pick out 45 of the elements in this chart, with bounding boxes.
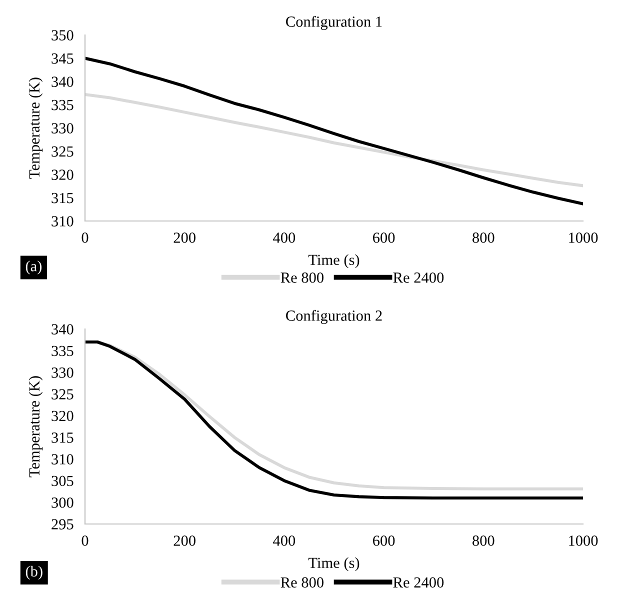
chart-title: Configuration 2: [286, 310, 382, 324]
y-tick-label: 305: [52, 476, 74, 486]
legend-label: Re 2400: [393, 577, 444, 588]
line-series: [85, 92, 583, 188]
y-tick-label: 310: [52, 454, 74, 464]
x-tick-label: 400: [273, 536, 296, 546]
y-tick-label: 340: [52, 324, 74, 334]
y-tick-label: 310: [52, 216, 74, 226]
x-tick-label: 0: [82, 536, 88, 546]
y-tick-label: 325: [52, 146, 74, 157]
y-tick-label: 335: [52, 100, 74, 110]
x-tick-label: 800: [472, 536, 494, 546]
text: (b): [26, 566, 42, 580]
legend-label: Re 2400: [393, 272, 444, 283]
y-tick-label: 330: [52, 123, 74, 134]
y-tick-label: 315: [52, 192, 74, 204]
y-tick-label: 320: [52, 410, 74, 422]
y-axis-title: Temperature (K): [28, 376, 43, 478]
y-tick-label: 295: [52, 519, 74, 530]
x-axis-title: Time (s): [308, 254, 360, 268]
y-tick-label: 330: [52, 367, 74, 378]
y-tick-label: 340: [52, 76, 74, 87]
x-tick-label: 1000: [569, 536, 598, 546]
x-tick-label: 1000: [569, 232, 598, 243]
x-tick-label: 800: [472, 232, 494, 243]
line-series: [85, 56, 583, 206]
y-tick-label: 300: [52, 497, 74, 508]
y-tick-label: 345: [52, 53, 74, 64]
y-tick-label: 335: [52, 346, 74, 356]
chart-title: Configuration 1: [286, 16, 382, 30]
x-tick-label: 400: [273, 232, 296, 243]
x-axis-title: Time (s): [308, 557, 360, 572]
x-tick-label: 200: [174, 536, 196, 546]
y-axis-title: Temperature (K): [28, 78, 43, 179]
x-tick-label: 600: [373, 536, 395, 546]
x-tick-label: 200: [174, 232, 196, 243]
legend-label: Re 800: [280, 272, 324, 283]
x-tick-label: 600: [373, 232, 395, 243]
y-tick-label: 315: [52, 432, 74, 443]
y-tick-label: 350: [52, 30, 74, 40]
y-tick-label: 325: [52, 389, 74, 400]
text: (a): [26, 260, 42, 274]
x-tick-label: 0: [82, 232, 88, 243]
y-tick-label: 320: [52, 170, 74, 180]
legend-label: Re 800: [280, 577, 324, 588]
